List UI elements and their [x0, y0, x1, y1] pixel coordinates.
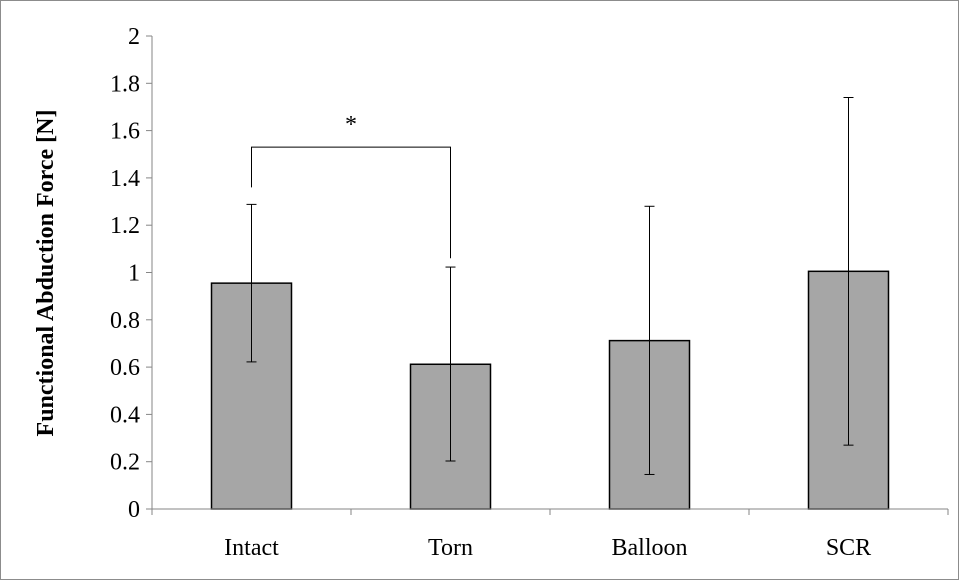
significance-layer: *	[251, 112, 451, 259]
error-bars-layer	[246, 96, 854, 475]
y-tick-label: 1.6	[110, 119, 140, 145]
y-tick-label: 1.2	[110, 213, 140, 239]
y-tick-label: 0.8	[110, 308, 140, 334]
x-tick-label-scr: SCR	[826, 535, 871, 561]
error-bar-intact	[246, 203, 257, 363]
y-tick-label: 1.4	[110, 166, 140, 192]
x-tick-label-intact: Intact	[224, 535, 279, 561]
y-tick-label: 0.6	[110, 355, 140, 381]
error-bar-torn	[445, 266, 456, 462]
y-tick-label: 1	[128, 261, 140, 287]
y-axis-title: Functional Abduction Force [N]	[33, 110, 59, 437]
significance-bracket: *	[251, 112, 451, 259]
significance-star: *	[345, 112, 357, 138]
y-tick-label: 0.2	[110, 450, 140, 476]
x-tick-label-balloon: Balloon	[612, 535, 688, 561]
x-tick-label-torn: Torn	[428, 535, 473, 561]
axes-layer: 0 0.2 0.4 0.6 0.8 1 1.2 1.4 1.6 1.8 2 Intact Torn Bal…	[110, 24, 949, 561]
y-tick-label: 0.4	[110, 402, 140, 428]
error-bar-balloon	[644, 205, 655, 475]
y-tick-label: 0	[128, 497, 140, 523]
y-tick-label: 1.8	[110, 71, 140, 97]
y-tick-label: 2	[128, 24, 140, 50]
bars-layer	[210, 270, 890, 510]
error-bar-scr	[843, 96, 854, 446]
